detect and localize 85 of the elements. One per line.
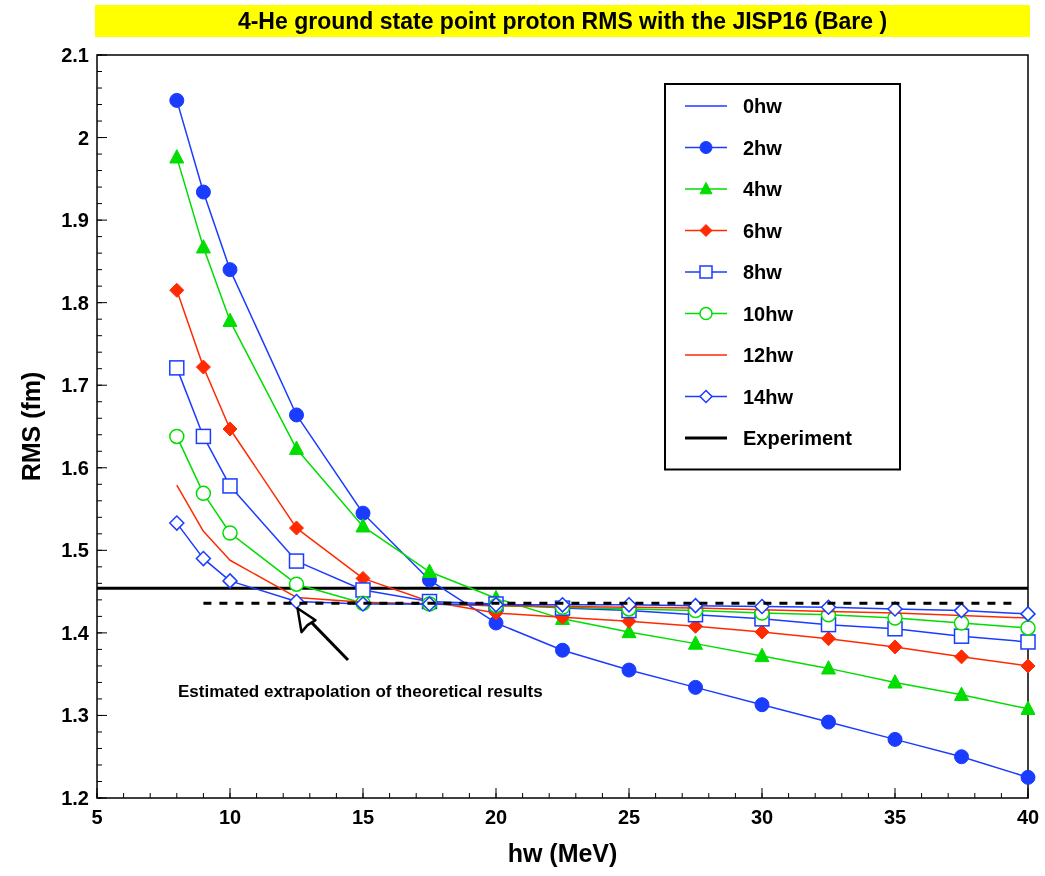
point <box>289 520 304 536</box>
legend-label: 10hw <box>743 302 794 325</box>
x-tick-label: 40 <box>1016 806 1040 828</box>
point <box>687 597 704 614</box>
point <box>953 615 970 631</box>
x-axis-title: hw (MeV) <box>507 839 618 867</box>
point <box>195 485 212 502</box>
y-tick-label: 1.4 <box>61 621 90 644</box>
point <box>355 518 371 533</box>
x-tick-label: 20 <box>484 806 508 828</box>
point <box>222 312 238 327</box>
point <box>195 359 211 375</box>
point <box>169 428 185 445</box>
y-tick-label: 2 <box>77 126 89 149</box>
point <box>953 602 970 619</box>
point <box>821 660 836 675</box>
y-tick-label: 1.9 <box>61 209 89 232</box>
y-tick-label: 1.5 <box>61 539 89 562</box>
x-tick-label: 25 <box>617 806 641 828</box>
y-tick-label: 2.1 <box>61 44 89 66</box>
y-tick-label: 1.7 <box>61 374 89 397</box>
point <box>169 92 185 108</box>
point <box>754 697 770 713</box>
point <box>1020 658 1036 674</box>
point <box>222 421 238 437</box>
point <box>169 149 185 164</box>
point <box>169 360 185 376</box>
y-tick-label: 1.6 <box>61 456 89 479</box>
legend-label: 6hw <box>743 219 783 242</box>
point <box>222 262 238 278</box>
point <box>169 282 185 298</box>
point <box>1020 606 1036 622</box>
point <box>288 576 305 592</box>
legend-label: 14hw <box>743 385 794 408</box>
x-tick-label: 35 <box>883 806 907 828</box>
chart-title: 4-He ground state point proton RMS with the JISP16 (Bare ) <box>237 8 888 34</box>
annotation: Estimated extrapolation of theoretical results <box>178 682 543 701</box>
point <box>887 731 903 747</box>
point <box>1020 620 1036 636</box>
legend-label: 0hw <box>743 95 783 117</box>
point <box>954 686 969 701</box>
point <box>222 573 238 589</box>
point <box>289 407 304 423</box>
point <box>887 674 903 689</box>
point <box>688 679 703 695</box>
point <box>422 563 437 578</box>
point <box>1020 634 1036 650</box>
point <box>1020 769 1036 785</box>
point <box>1020 700 1036 715</box>
y-axis-title: RMS (fm) <box>17 371 45 482</box>
legend-label: 12hw <box>743 344 794 366</box>
point <box>355 505 371 521</box>
point <box>289 440 304 455</box>
point <box>288 553 305 569</box>
point <box>688 635 703 650</box>
point <box>754 647 770 663</box>
point <box>754 598 770 615</box>
y-tick-label: 1.8 <box>61 291 89 314</box>
point <box>195 428 212 445</box>
legend-label: 8hw <box>743 261 783 283</box>
x-tick-label: 30 <box>750 806 774 828</box>
point <box>953 628 970 644</box>
point <box>355 582 371 598</box>
point <box>754 624 770 640</box>
point <box>621 662 637 678</box>
x-tick-label: 15 <box>351 806 375 828</box>
point <box>222 525 238 541</box>
x-tick-label: 5 <box>91 806 103 828</box>
point <box>821 631 836 647</box>
point <box>195 550 212 567</box>
point <box>222 478 238 494</box>
point <box>954 749 969 765</box>
point <box>195 239 211 254</box>
legend-label: Experiment <box>743 427 853 449</box>
point <box>887 639 903 655</box>
point <box>555 642 570 658</box>
point <box>195 184 211 200</box>
point <box>954 649 969 665</box>
legend-label: 4hw <box>743 178 783 200</box>
point <box>821 714 836 730</box>
y-tick-label: 1.3 <box>61 704 89 727</box>
point <box>169 515 185 531</box>
legend-label: 2hw <box>743 136 783 159</box>
y-tick-label: 1.2 <box>61 787 89 809</box>
x-tick-label: 10 <box>218 806 242 828</box>
